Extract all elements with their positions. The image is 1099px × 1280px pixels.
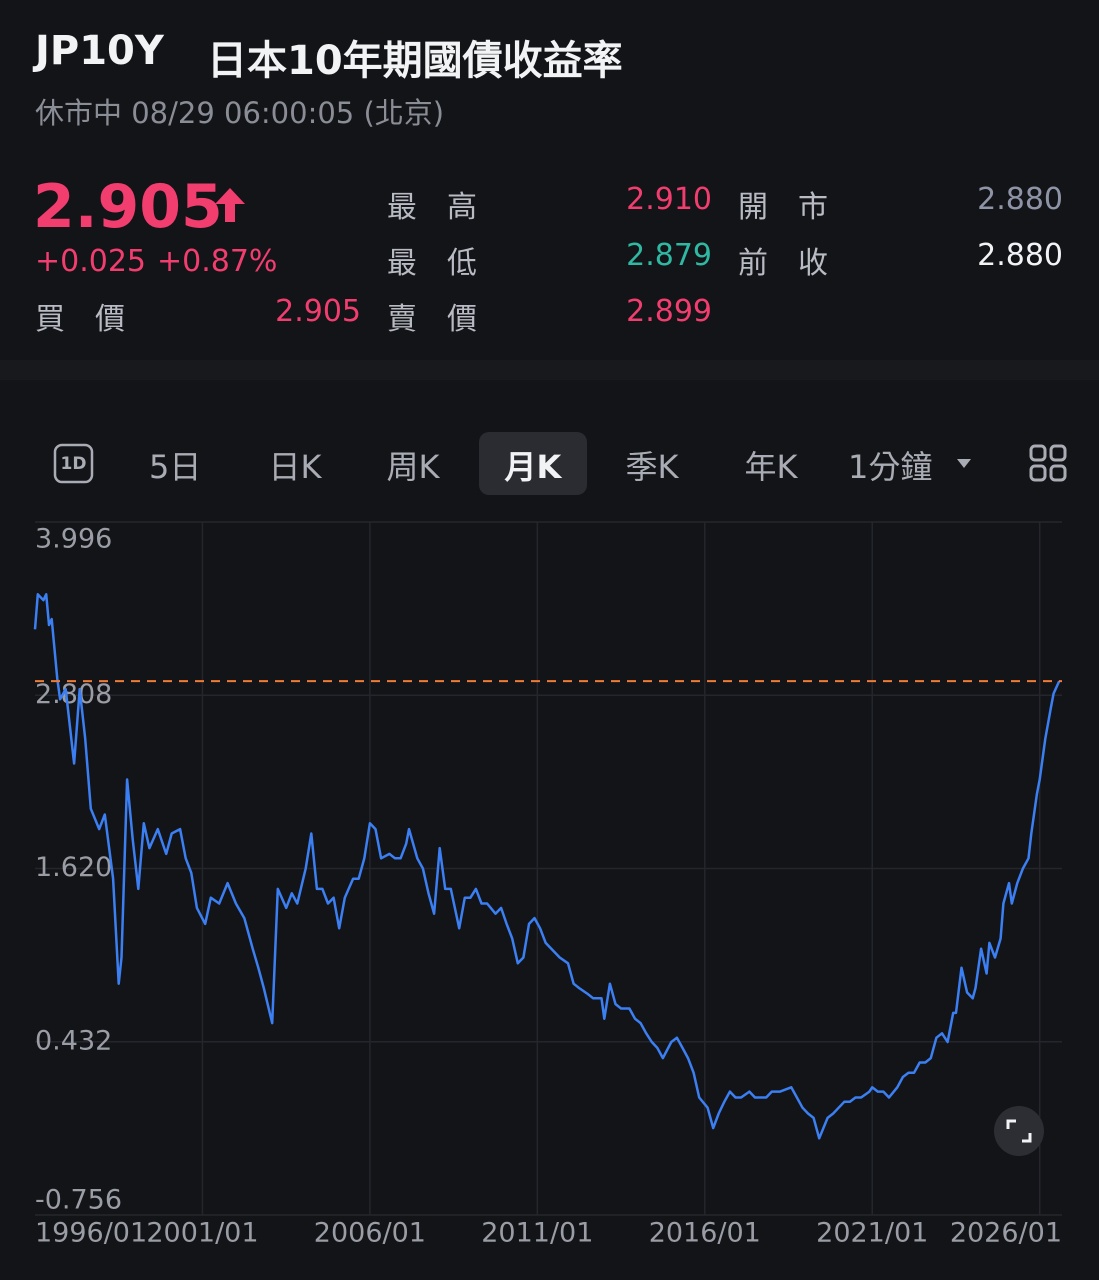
1d-icon-label[interactable]: 1D xyxy=(61,454,87,474)
symbol: JP10Y xyxy=(35,28,164,74)
period-tab[interactable]: 1分鐘 xyxy=(848,448,933,486)
up-arrow-shape xyxy=(215,188,245,222)
x-tick-label: 2001/01 xyxy=(146,1218,258,1249)
x-tick-label: 1996/01 xyxy=(35,1218,147,1249)
price-change: +0.025 xyxy=(35,244,147,279)
1d-icon-box[interactable] xyxy=(53,443,94,484)
stat-label: 最高 xyxy=(387,190,507,225)
stat-value: 2.905 xyxy=(275,294,361,329)
x-tick-label: 2026/01 xyxy=(950,1218,1062,1249)
stat-label: 開市 xyxy=(738,190,858,225)
stat-value: 2.880 xyxy=(977,238,1063,273)
y-tick-label: 3.996 xyxy=(35,524,112,555)
stat-label: 賣價 xyxy=(387,302,507,337)
stat-label: 最低 xyxy=(387,246,507,281)
stat-value: 2.899 xyxy=(626,294,712,329)
last-price: 2.905 xyxy=(33,172,223,242)
y-tick-label: 1.620 xyxy=(35,852,112,883)
stat-label: 買價 xyxy=(35,302,155,337)
x-tick-label: 2021/01 xyxy=(816,1218,928,1249)
period-tab[interactable]: 年K xyxy=(744,448,798,486)
tab-icons: 1D xyxy=(53,443,1067,484)
instrument-name: 日本10年期國債收益率 xyxy=(207,38,623,84)
y-tick-label: 0.432 xyxy=(35,1025,112,1056)
stat-value: 2.910 xyxy=(626,182,712,217)
period-tab[interactable]: 日K xyxy=(268,448,322,486)
period-tab[interactable]: 周K xyxy=(386,448,440,486)
layout-icon[interactable] xyxy=(1029,444,1067,482)
price-line xyxy=(33,593,1061,1140)
market-status: 休市中 08/29 06:00:05 (北京) xyxy=(35,96,445,130)
dropdown-caret[interactable] xyxy=(957,459,971,468)
period-tab[interactable]: 季K xyxy=(625,448,679,486)
y-tick-label: -0.756 xyxy=(35,1185,122,1216)
price-change-pct: +0.87% xyxy=(157,244,278,279)
x-tick-label: 2006/01 xyxy=(314,1218,426,1249)
active-tab-bg[interactable] xyxy=(479,432,587,495)
x-tick-label: 2011/01 xyxy=(481,1218,593,1249)
y-tick-label: 2.808 xyxy=(35,679,112,710)
period-tab[interactable]: 月K xyxy=(504,448,562,486)
separator xyxy=(0,360,1099,380)
period-tab[interactable]: 5日 xyxy=(149,448,202,486)
stat-label: 前收 xyxy=(738,246,858,281)
stat-value: 2.880 xyxy=(977,182,1063,217)
x-tick-label: 2016/01 xyxy=(649,1218,761,1249)
fullscreen-button[interactable] xyxy=(994,1106,1044,1156)
up-arrow xyxy=(215,188,245,222)
stat-value: 2.879 xyxy=(626,238,712,273)
